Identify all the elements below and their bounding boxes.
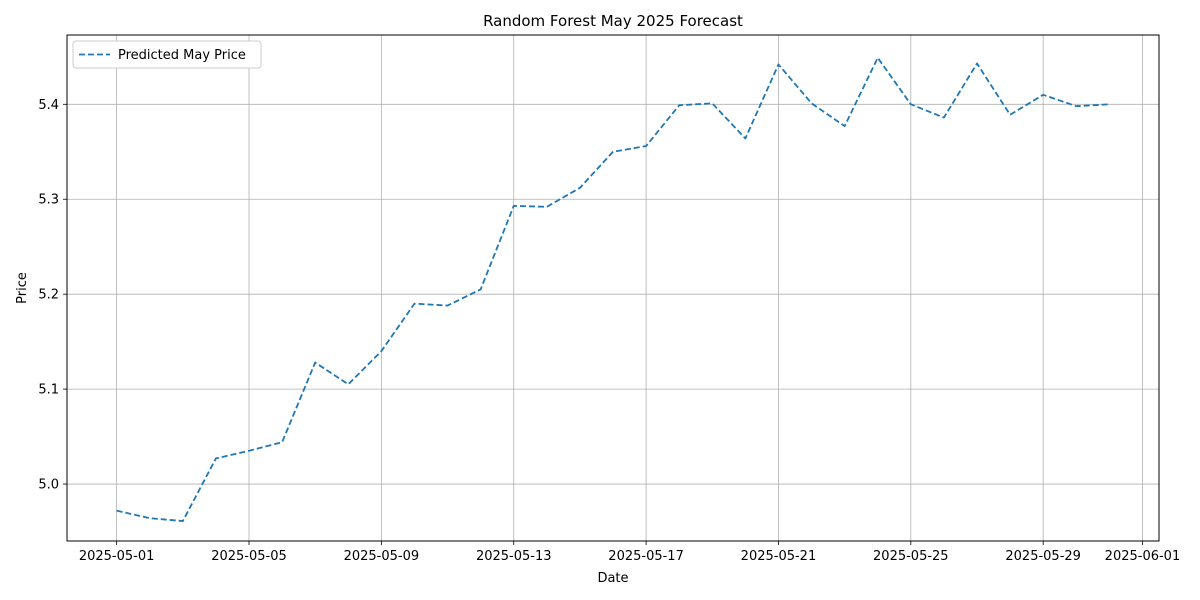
y-tick-label: 5.0: [38, 478, 59, 493]
x-tick-label: 2025-05-17: [608, 549, 684, 564]
grid-lines: [67, 35, 1159, 541]
series-line-predicted-may-price: [116, 56, 1110, 522]
y-tick-label: 5.3: [38, 193, 59, 208]
legend: Predicted May Price: [72, 40, 262, 69]
x-tick-label: 2025-05-09: [344, 549, 420, 564]
x-tick-label: 2025-06-01: [1105, 549, 1181, 564]
y-tick-label: 5.1: [38, 383, 59, 398]
legend-entry-label: Predicted May Price: [118, 48, 246, 63]
y-axis-ticks: 5.0 5.1 5.2 5.3 5.4: [38, 98, 67, 493]
x-tick-label: 2025-05-21: [741, 549, 817, 564]
x-tick-label: 2025-05-29: [1005, 549, 1081, 564]
x-tick-label: 2025-05-05: [211, 549, 287, 564]
x-tick-label: 2025-05-01: [79, 549, 155, 564]
chart-title: Random Forest May 2025 Forecast: [483, 12, 743, 30]
y-tick-label: 5.2: [38, 288, 59, 303]
legend-box: [72, 40, 262, 69]
y-axis-label: Price: [15, 272, 30, 304]
plot-frame: [66, 34, 1160, 542]
x-tick-label: 2025-05-13: [476, 549, 552, 564]
x-axis-label: Date: [597, 571, 628, 586]
x-tick-label: 2025-05-25: [873, 549, 949, 564]
series-group: [116, 56, 1110, 522]
y-tick-label: 5.4: [38, 98, 59, 113]
x-axis-ticks: 2025-05-01 2025-05-05 2025-05-09 2025-05-13…: [79, 541, 1180, 564]
